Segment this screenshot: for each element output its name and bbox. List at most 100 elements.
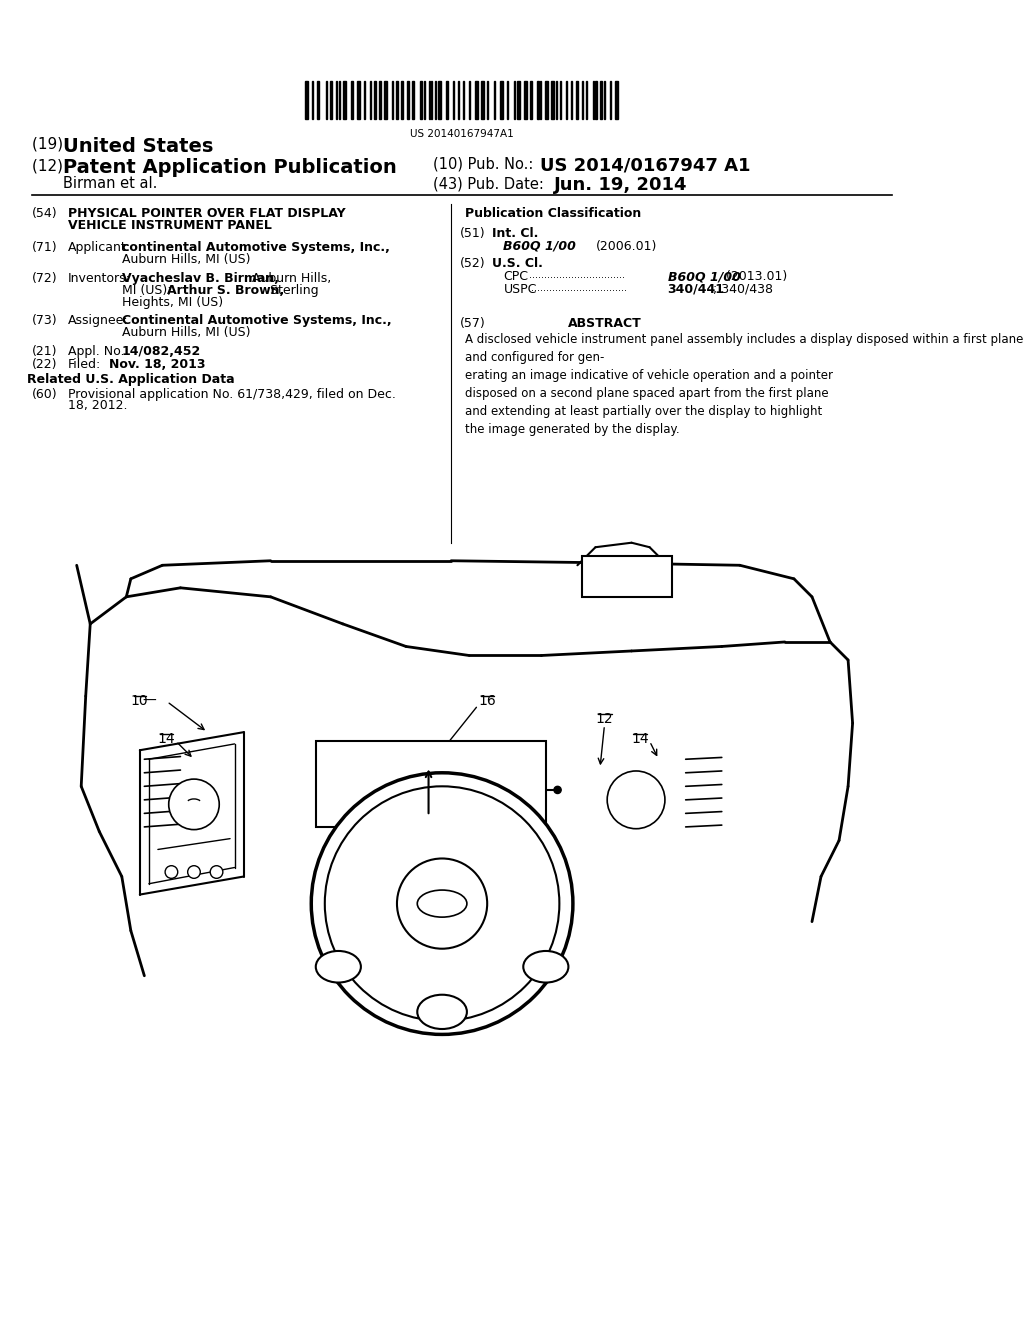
Text: Vyacheslav B. Birman,: Vyacheslav B. Birman, xyxy=(122,272,279,285)
Text: 14/082,452: 14/082,452 xyxy=(122,345,201,358)
Text: (22): (22) xyxy=(32,358,57,371)
Text: United States: United States xyxy=(63,137,214,156)
Text: 2: 2 xyxy=(512,797,517,807)
Text: 6: 6 xyxy=(512,758,517,767)
Text: 14: 14 xyxy=(632,733,649,746)
Text: (57): (57) xyxy=(460,317,485,330)
Text: (21): (21) xyxy=(32,345,57,358)
Circle shape xyxy=(325,787,559,1020)
Text: Jun. 19, 2014: Jun. 19, 2014 xyxy=(554,177,687,194)
Bar xyxy=(391,81,393,119)
Text: 16: 16 xyxy=(478,694,496,709)
Bar xyxy=(565,81,567,119)
Ellipse shape xyxy=(315,950,360,982)
Text: (60): (60) xyxy=(32,388,57,400)
Text: (2006.01): (2006.01) xyxy=(596,239,656,252)
Text: 3: 3 xyxy=(512,787,517,796)
Text: 80: 80 xyxy=(323,758,335,767)
Text: US 2014/0167947 A1: US 2014/0167947 A1 xyxy=(540,157,750,174)
Text: MI (US);: MI (US); xyxy=(122,284,175,297)
Text: —: — xyxy=(142,694,157,709)
Text: (19): (19) xyxy=(32,137,68,152)
Text: 18, 2012.: 18, 2012. xyxy=(68,399,127,412)
Text: USPC: USPC xyxy=(504,282,537,296)
Bar xyxy=(315,742,546,826)
Bar xyxy=(438,81,441,119)
Bar xyxy=(357,81,360,119)
Bar xyxy=(551,81,554,119)
Circle shape xyxy=(210,866,223,878)
Text: Int. Cl.: Int. Cl. xyxy=(492,227,538,240)
Bar xyxy=(379,81,381,119)
Circle shape xyxy=(187,866,201,878)
Bar xyxy=(545,81,548,119)
Text: Applicant:: Applicant: xyxy=(68,242,131,255)
Text: 10: 10 xyxy=(131,694,148,709)
Text: B60Q 1/00: B60Q 1/00 xyxy=(504,239,577,252)
Text: Patent Application Publication: Patent Application Publication xyxy=(63,158,397,177)
Text: Heights, MI (US): Heights, MI (US) xyxy=(122,296,223,309)
Text: ................................: ................................ xyxy=(528,271,625,280)
Bar xyxy=(481,81,483,119)
Text: PHYSICAL POINTER OVER FLAT DISPLAY: PHYSICAL POINTER OVER FLAT DISPLAY xyxy=(68,207,345,220)
Bar xyxy=(413,81,414,119)
Bar xyxy=(429,81,430,119)
Bar xyxy=(343,81,345,119)
Text: (72): (72) xyxy=(32,272,57,285)
Circle shape xyxy=(554,787,561,793)
Text: 12: 12 xyxy=(596,713,613,726)
Circle shape xyxy=(397,858,487,949)
Text: 5: 5 xyxy=(512,767,517,776)
Bar xyxy=(411,772,446,822)
Text: 60: 60 xyxy=(323,777,335,787)
Bar xyxy=(384,81,387,119)
Bar xyxy=(494,81,496,119)
Bar xyxy=(407,81,409,119)
Ellipse shape xyxy=(523,950,568,982)
Text: VEHICLE INSTRUMENT PANEL: VEHICLE INSTRUMENT PANEL xyxy=(68,219,271,232)
Text: Assignee:: Assignee: xyxy=(68,314,128,327)
Text: Related U.S. Application Data: Related U.S. Application Data xyxy=(27,374,234,385)
Bar xyxy=(537,81,539,119)
Bar xyxy=(615,81,618,119)
Circle shape xyxy=(165,866,178,878)
Text: continental Automotive Systems, Inc.,: continental Automotive Systems, Inc., xyxy=(122,242,390,255)
Text: U.S. Cl.: U.S. Cl. xyxy=(492,256,543,269)
Text: 50: 50 xyxy=(323,787,335,796)
Text: Nov. 18, 2013: Nov. 18, 2013 xyxy=(110,358,206,371)
Text: (54): (54) xyxy=(32,207,57,220)
Circle shape xyxy=(311,772,572,1035)
Bar xyxy=(420,81,422,119)
Bar xyxy=(582,556,672,597)
Bar xyxy=(396,81,398,119)
Text: Continental Automotive Systems, Inc.,: Continental Automotive Systems, Inc., xyxy=(122,314,391,327)
Text: Auburn Hills, MI (US): Auburn Hills, MI (US) xyxy=(122,253,250,267)
Circle shape xyxy=(607,771,665,829)
Bar xyxy=(316,81,319,119)
Text: Birman et al.: Birman et al. xyxy=(63,177,158,191)
Text: (10) Pub. No.:: (10) Pub. No.: xyxy=(433,157,538,172)
Bar xyxy=(500,81,503,119)
Ellipse shape xyxy=(417,995,467,1030)
Bar xyxy=(375,81,376,119)
Text: Publication Classification: Publication Classification xyxy=(465,207,641,220)
Text: (12): (12) xyxy=(32,158,68,173)
Text: (52): (52) xyxy=(460,256,485,269)
Bar xyxy=(330,81,332,119)
Text: B60Q 1/00: B60Q 1/00 xyxy=(668,271,740,284)
Text: ................................: ................................ xyxy=(531,282,628,293)
Text: (71): (71) xyxy=(32,242,57,255)
Bar xyxy=(600,81,602,119)
Text: Auburn Hills,: Auburn Hills, xyxy=(248,272,332,285)
Circle shape xyxy=(169,779,219,829)
Bar xyxy=(595,81,597,119)
Bar xyxy=(524,81,527,119)
Text: Sterling: Sterling xyxy=(266,284,318,297)
Text: A disclosed vehicle instrument panel assembly includes a display disposed within: A disclosed vehicle instrument panel ass… xyxy=(465,334,1023,437)
Bar xyxy=(475,81,478,119)
Text: (51): (51) xyxy=(460,227,485,240)
Bar xyxy=(351,81,352,119)
Text: Arthur S. Brown,: Arthur S. Brown, xyxy=(167,284,284,297)
Text: Auburn Hills, MI (US): Auburn Hills, MI (US) xyxy=(122,326,250,339)
Bar xyxy=(529,81,532,119)
